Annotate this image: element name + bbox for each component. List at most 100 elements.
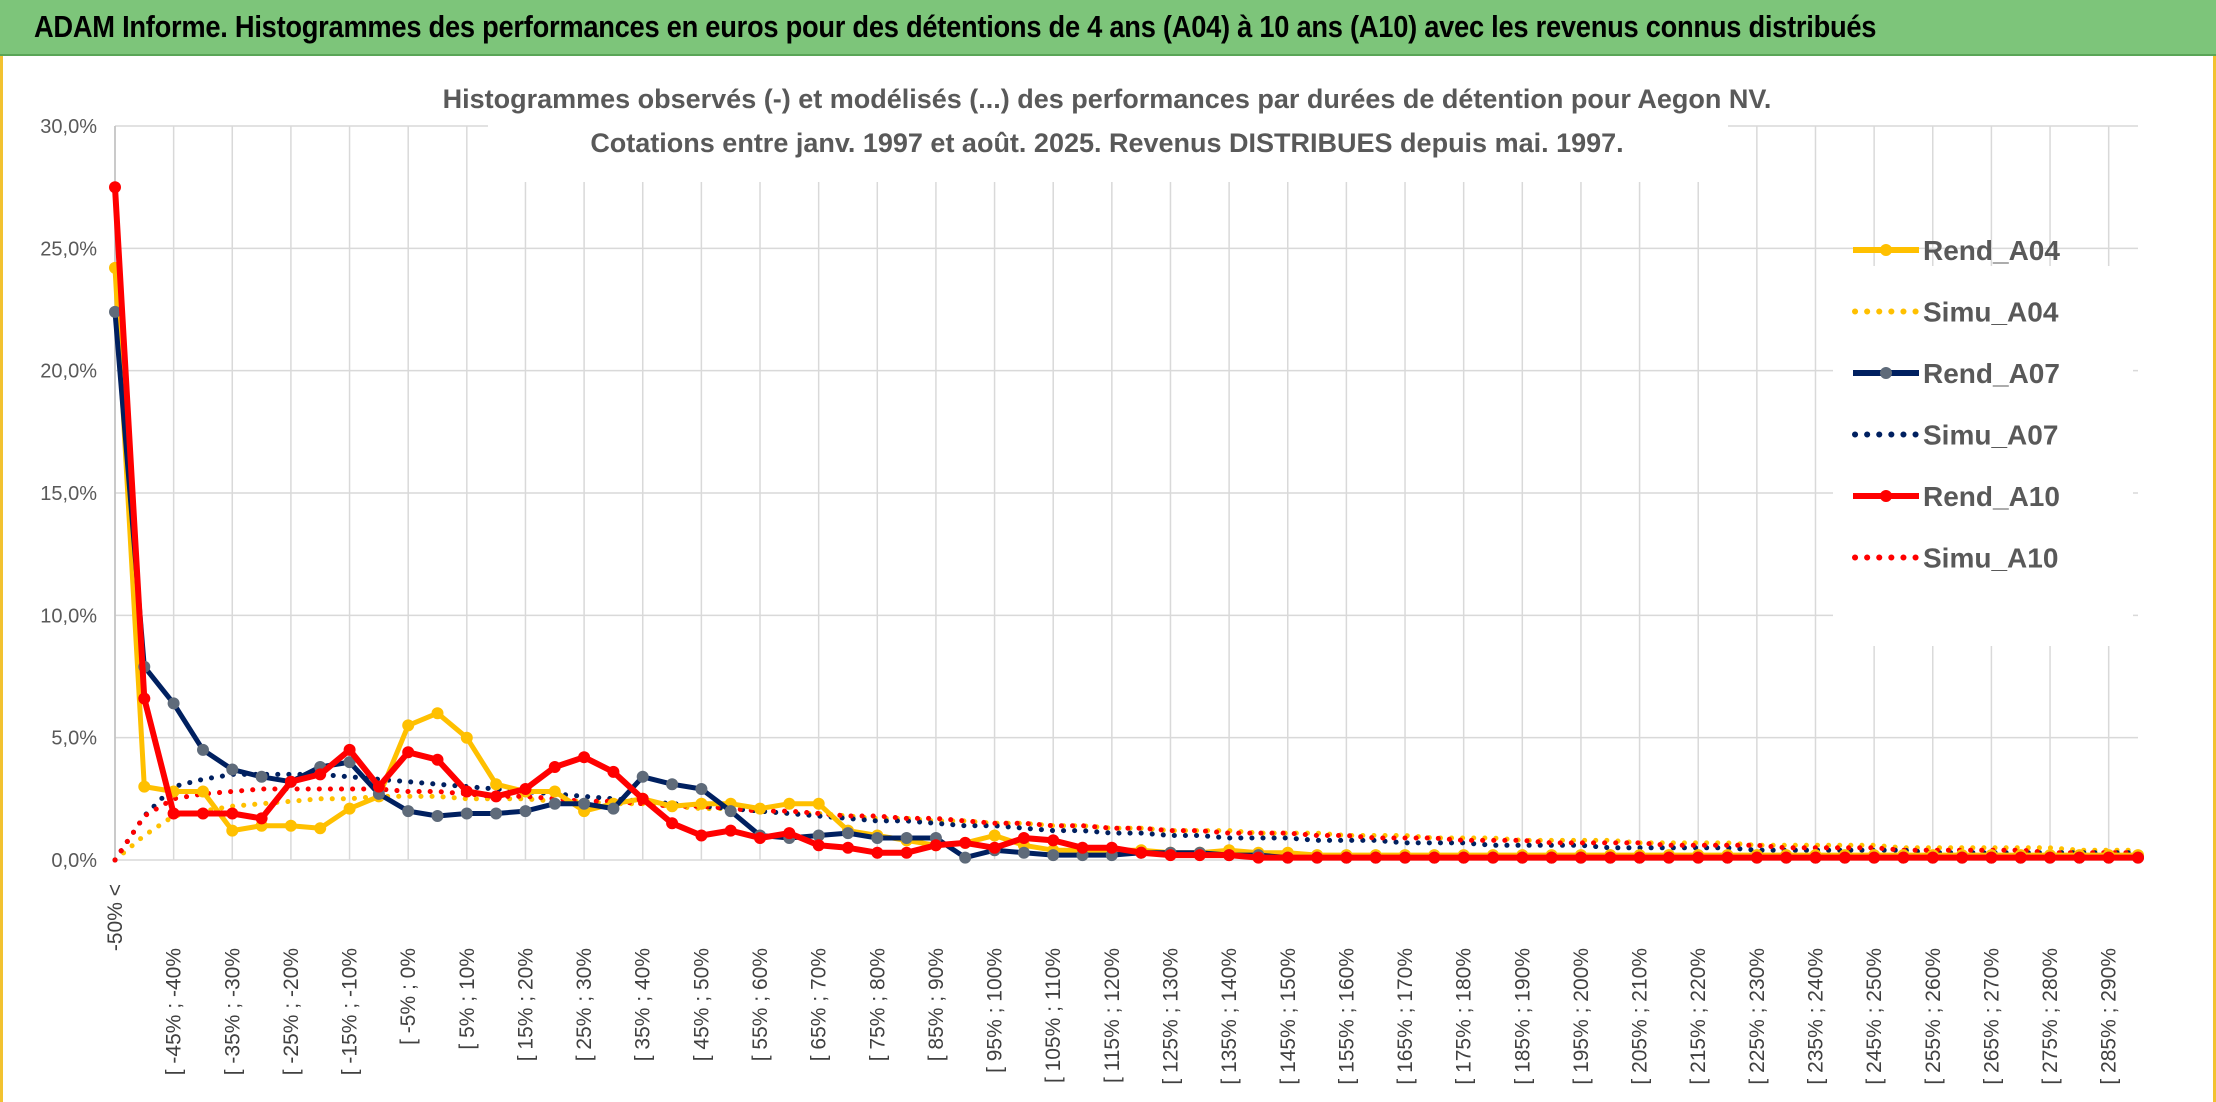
data-point	[1340, 851, 1353, 864]
data-point	[1487, 851, 1499, 864]
data-point	[929, 839, 942, 852]
data-point	[548, 797, 561, 810]
legend-label: Simu_A07	[1923, 420, 2058, 451]
legend-item-Rend_A07: Rend_A07	[1853, 358, 2060, 389]
data-point	[1164, 849, 1177, 862]
x-tick-label: [ 65% ; 70%	[808, 948, 831, 1061]
data-point	[1604, 851, 1617, 864]
x-tick-label: [ 15% ; 20%	[514, 948, 537, 1061]
data-point	[1662, 851, 1675, 864]
histogram-chart: 0,0% 5,0% 10,0% 15,0% 20,0% 25,0% 30,0% -50% <…	[40, 84, 2144, 1085]
data-point	[1047, 849, 1060, 862]
series-layer	[109, 181, 2144, 864]
x-tick-label: [ -5% ; 0%	[397, 948, 420, 1045]
x-tick-label: [ 135% ; 140%	[1218, 948, 1241, 1085]
x-tick-label: [ 245% ; 250%	[1863, 948, 1886, 1085]
data-point	[1985, 851, 1998, 864]
data-point	[343, 743, 356, 756]
data-point	[842, 841, 854, 854]
x-tick-label: [ 255% ; 260%	[1922, 948, 1945, 1085]
data-point	[842, 827, 854, 840]
legend-item-Simu_A04: Simu_A04	[1852, 297, 2059, 328]
x-tick-label: [ 55% ; 60%	[749, 948, 772, 1061]
data-point	[1281, 851, 1294, 864]
chart-title: Histogrammes observés (-) et modélisés (…	[443, 84, 1772, 114]
data-point	[959, 836, 972, 849]
data-point	[226, 807, 239, 820]
data-point	[871, 832, 884, 844]
x-tick-label: [ -45% ; -40%	[163, 948, 186, 1075]
report-title: ADAM Informe. Histogrammes des performan…	[34, 9, 1877, 44]
data-point	[431, 810, 444, 822]
data-point	[1252, 851, 1265, 864]
data-point	[988, 841, 1001, 854]
x-tick-label: [ 285% ; 290%	[2098, 948, 2121, 1085]
data-point	[636, 770, 649, 783]
data-point	[1428, 851, 1441, 864]
data-point	[284, 819, 297, 832]
y-tick-label: 30,0%	[40, 116, 97, 138]
data-point	[2102, 851, 2115, 864]
series-Rend_A10	[109, 181, 2144, 864]
data-point	[1721, 851, 1734, 864]
data-point	[666, 817, 679, 830]
series-line-Simu_A07	[112, 771, 2141, 863]
data-point	[284, 775, 297, 788]
data-point	[314, 768, 327, 781]
series-line-Rend_A10	[112, 184, 2141, 861]
data-point	[255, 812, 268, 825]
y-tick-labels: 0,0% 5,0% 10,0% 15,0% 20,0% 25,0% 30,0%	[40, 116, 97, 872]
data-point	[1897, 851, 1910, 864]
data-point	[607, 765, 620, 778]
data-point	[695, 797, 708, 810]
data-point	[226, 763, 239, 776]
data-point	[490, 778, 503, 791]
x-tick-label: [ 235% ; 240%	[1804, 948, 1827, 1085]
data-point	[197, 807, 209, 820]
data-point	[1926, 851, 1939, 864]
y-tick-label: 20,0%	[40, 361, 97, 383]
title-backdrop	[488, 86, 1728, 182]
data-point	[431, 707, 444, 720]
data-point	[578, 751, 591, 764]
data-point	[666, 800, 679, 813]
data-point	[2014, 851, 2027, 864]
data-point	[343, 802, 356, 815]
data-point	[1838, 851, 1851, 864]
data-point	[1223, 849, 1236, 862]
data-point	[1369, 851, 1382, 864]
data-point	[255, 770, 268, 783]
data-point	[900, 832, 913, 844]
data-point	[197, 743, 209, 756]
data-point	[988, 829, 1001, 842]
data-point	[783, 827, 796, 840]
data-point	[460, 807, 473, 820]
data-point	[138, 692, 151, 705]
x-tick-label: [ 85% ; 90%	[925, 948, 948, 1061]
data-point	[1516, 851, 1529, 864]
legend-item-Rend_A10: Rend_A10	[1853, 481, 2060, 512]
data-point	[1780, 851, 1793, 864]
data-point	[138, 780, 151, 793]
series-line-Simu_A10	[112, 786, 2141, 863]
data-point	[519, 783, 532, 795]
series-Simu_A07	[112, 771, 2141, 863]
data-point	[2044, 851, 2056, 864]
data-point	[812, 797, 825, 810]
data-point	[812, 839, 825, 852]
x-tick-label: [ 5% ; 10%	[456, 948, 479, 1050]
x-tick-label: [ 275% ; 280%	[2039, 948, 2062, 1085]
data-point	[548, 785, 561, 798]
data-point	[343, 756, 356, 769]
data-point	[372, 780, 385, 793]
series-Simu_A04	[112, 793, 2141, 863]
data-point	[197, 785, 209, 798]
data-point	[695, 829, 708, 842]
data-point	[754, 832, 766, 844]
data-point	[1457, 851, 1470, 864]
data-point	[402, 805, 415, 818]
legend-label: Rend_A10	[1923, 481, 2060, 512]
data-point	[1692, 851, 1705, 864]
x-tick-label: [ 35% ; 40%	[632, 948, 655, 1061]
data-point	[1017, 846, 1030, 859]
